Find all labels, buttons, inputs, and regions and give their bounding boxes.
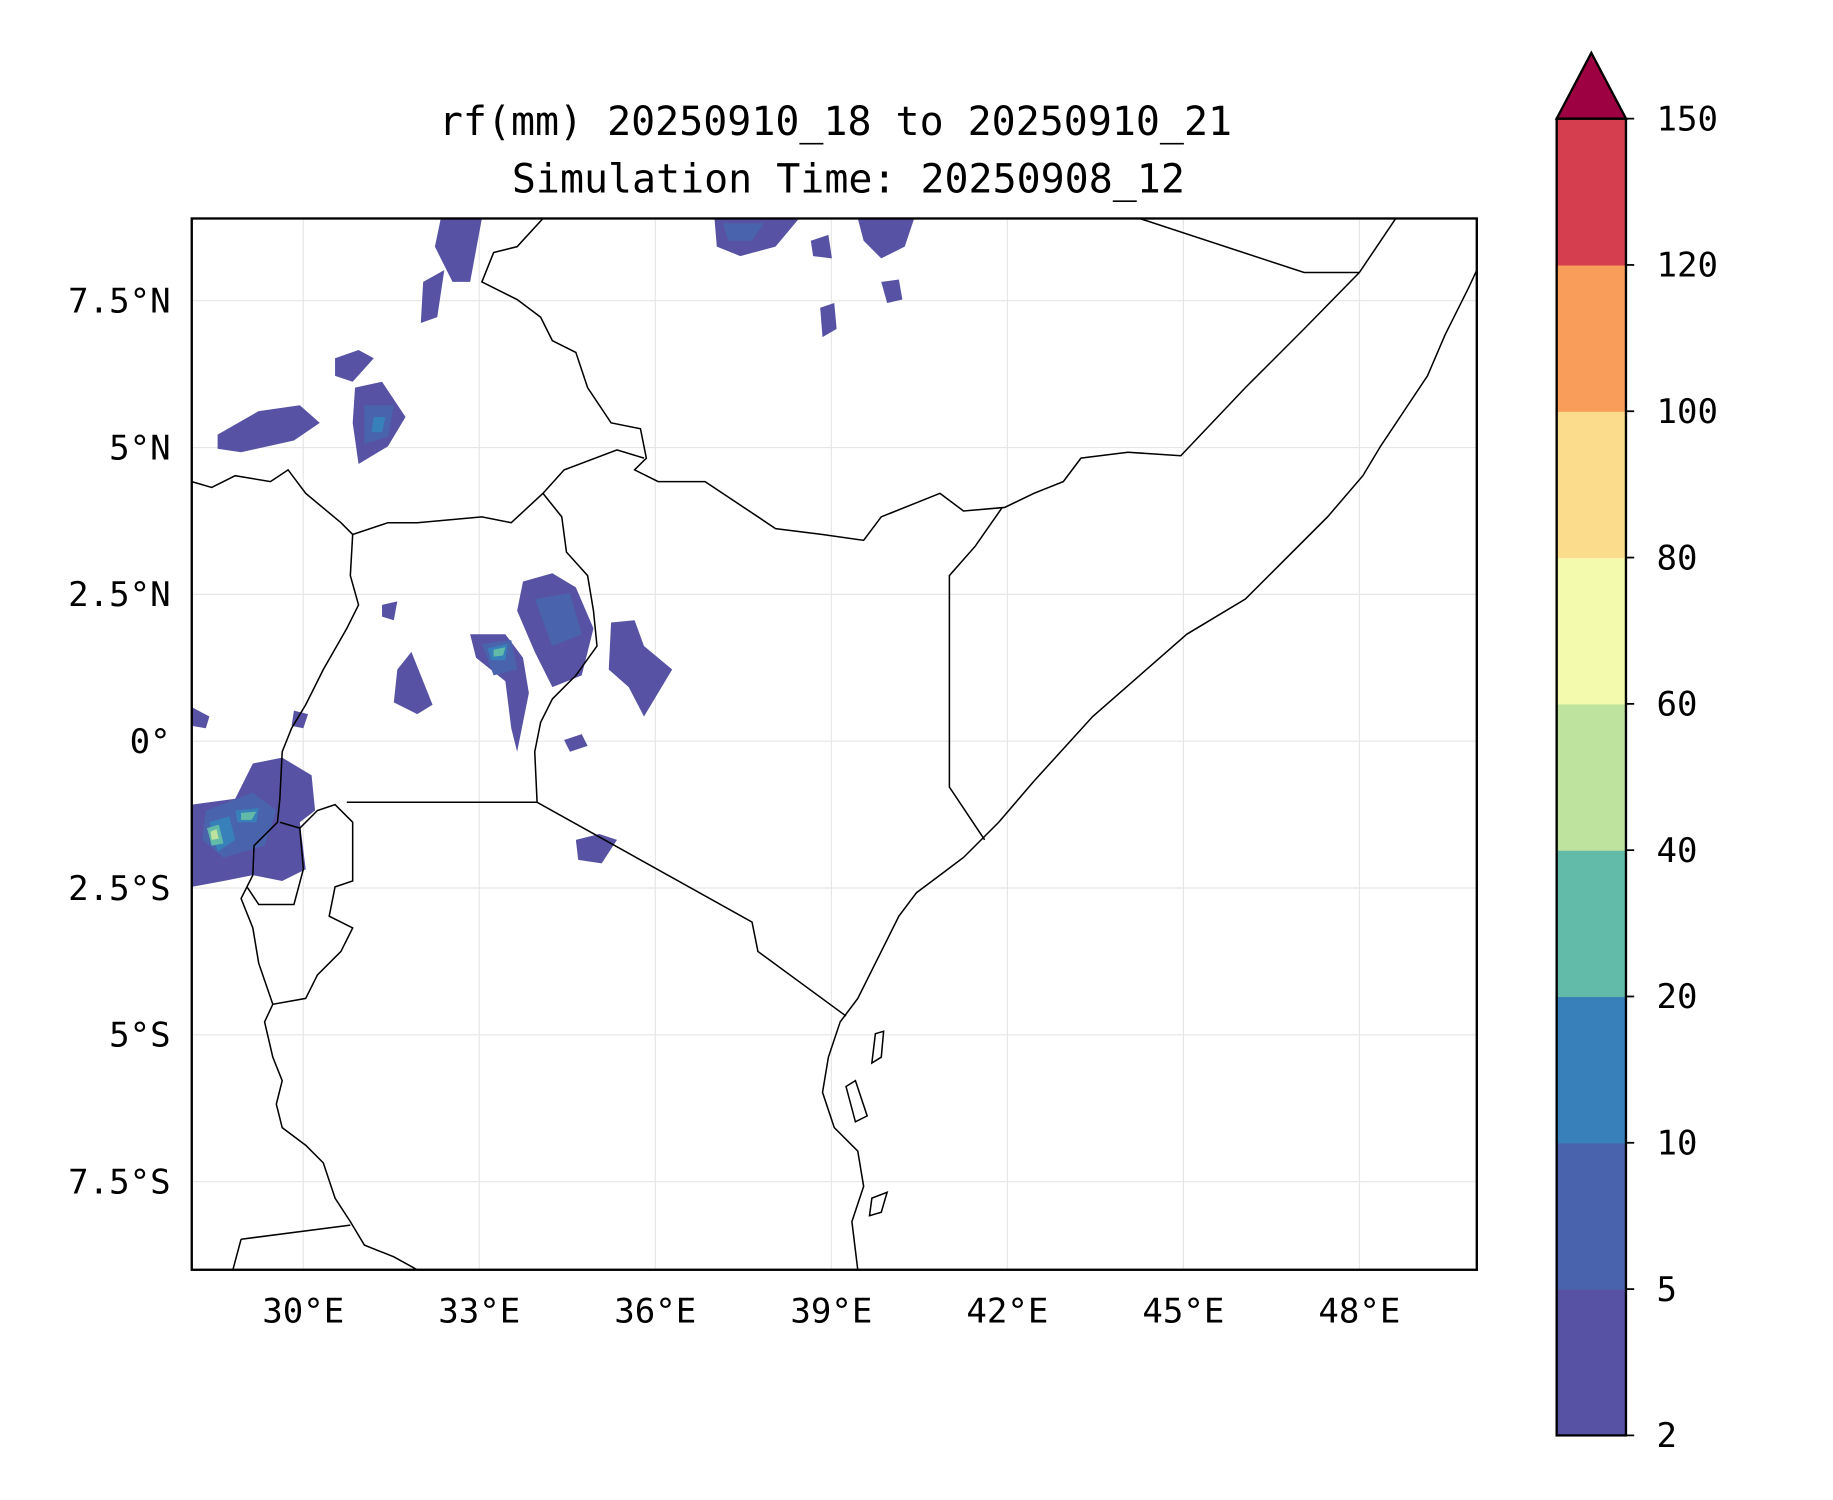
rain-cell (291, 710, 309, 729)
colorbar-tick-label: 100 (1657, 392, 1719, 432)
colorbar-tick-label: 5 (1657, 1270, 1678, 1310)
y-tick-label: 0° (130, 722, 171, 762)
colorbar-tick-label: 80 (1657, 538, 1698, 578)
colorbar-tick-label: 40 (1657, 831, 1698, 871)
y-tick-label: 5°S (109, 1016, 170, 1056)
colorbar-tick-label: 20 (1657, 977, 1698, 1017)
rain-cell (420, 270, 445, 324)
rain-cell (564, 734, 588, 752)
rain-cell (881, 279, 903, 304)
rain-cell (434, 218, 482, 282)
colorbar-tick-label: 10 (1657, 1124, 1698, 1164)
x-tick-label: 48°E (1318, 1292, 1400, 1332)
rainfall-field (191, 218, 915, 887)
gridlines (191, 218, 1477, 1270)
map-frame (190, 217, 1478, 1271)
colorbar-segment (1556, 996, 1626, 1144)
x-tick-label: 36°E (614, 1292, 696, 1332)
x-tick-label: 45°E (1142, 1292, 1224, 1332)
colorbar-segment (1556, 1289, 1626, 1436)
colorbar-segment (1556, 411, 1626, 559)
y-tick-label: 7.5°S (68, 1162, 170, 1202)
colorbar: 2 5 10 20 40 60 80 100 120 150 (1554, 50, 1719, 1456)
rain-cell (608, 620, 673, 717)
x-tick-label: 42°E (966, 1292, 1048, 1332)
rain-cell (217, 405, 320, 453)
colorbar-tick-label: 60 (1657, 685, 1698, 725)
country-borders (191, 218, 1477, 1270)
x-tick-label: 39°E (790, 1292, 872, 1332)
x-tick-label: 30°E (262, 1292, 344, 1332)
colorbar-segment (1556, 118, 1626, 266)
colorbar-segment (1556, 850, 1626, 998)
colorbar-segment (1556, 557, 1626, 705)
y-tick-label: 2.5°N (68, 575, 170, 615)
rain-cell (393, 651, 433, 715)
rain-cell (820, 303, 837, 338)
x-tick-label: 33°E (438, 1292, 520, 1332)
colorbar-segment (1556, 1142, 1626, 1290)
rain-cell (382, 601, 398, 621)
rain-cell (857, 218, 915, 259)
chart-subtitle: Simulation Time: 20250908_12 (512, 157, 1185, 203)
y-axis: 7.5°N 5°N 2.5°N 0° 2.5°S 5°S 7.5°S (68, 281, 170, 1202)
colorbar-tick-label: 2 (1657, 1416, 1678, 1456)
chart-title: rf(mm) 20250910_18 to 20250910_21 (439, 99, 1232, 145)
colorbar-segment (1556, 703, 1626, 851)
y-tick-label: 7.5°N (68, 281, 170, 321)
colorbar-tick-label: 150 (1657, 99, 1719, 139)
y-tick-label: 2.5°S (68, 869, 170, 909)
colorbar-segment (1556, 264, 1626, 412)
rain-cell (575, 833, 617, 864)
y-tick-label: 5°N (109, 428, 170, 468)
rain-cell (810, 234, 832, 259)
colorbar-extend-triangle (1554, 50, 1628, 120)
rain-cell (335, 350, 374, 382)
colorbar-tick-label: 120 (1657, 246, 1719, 286)
rain-cell (191, 707, 210, 729)
x-axis: 30°E 33°E 36°E 39°E 42°E 45°E 48°E (262, 1292, 1400, 1332)
colorbar-frame (1555, 117, 1628, 1437)
